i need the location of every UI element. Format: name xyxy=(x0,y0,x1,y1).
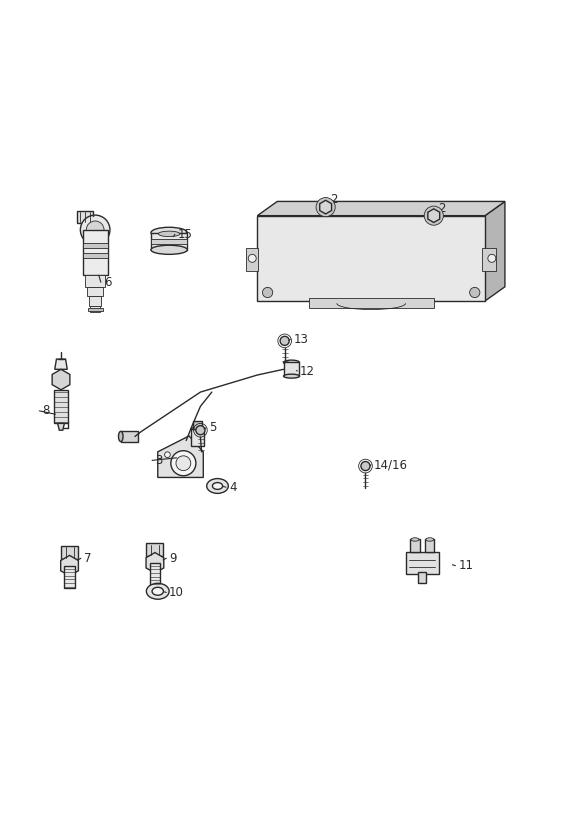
Bar xyxy=(54,390,68,424)
Text: 3: 3 xyxy=(155,454,162,467)
Text: 2: 2 xyxy=(330,193,338,206)
Ellipse shape xyxy=(152,588,163,595)
Polygon shape xyxy=(257,216,485,301)
Polygon shape xyxy=(58,424,65,430)
Circle shape xyxy=(86,221,104,239)
Bar xyxy=(87,287,103,297)
Circle shape xyxy=(176,456,191,471)
Text: 15: 15 xyxy=(178,228,192,241)
Polygon shape xyxy=(485,201,505,301)
Bar xyxy=(193,421,202,429)
Bar xyxy=(90,306,100,312)
Bar xyxy=(191,429,205,446)
Bar xyxy=(146,544,163,556)
Polygon shape xyxy=(319,200,332,214)
Circle shape xyxy=(80,215,110,245)
Bar xyxy=(482,248,496,271)
Text: 12: 12 xyxy=(300,364,315,377)
Polygon shape xyxy=(158,436,203,477)
Circle shape xyxy=(316,198,335,217)
Ellipse shape xyxy=(146,583,169,599)
Ellipse shape xyxy=(411,538,419,541)
Polygon shape xyxy=(428,208,440,222)
Ellipse shape xyxy=(182,441,191,448)
Ellipse shape xyxy=(207,479,229,494)
Circle shape xyxy=(171,451,196,475)
Text: 9: 9 xyxy=(169,552,177,564)
Ellipse shape xyxy=(426,538,434,541)
Bar xyxy=(151,232,187,250)
Text: 13: 13 xyxy=(293,333,308,345)
Bar xyxy=(65,565,75,588)
Text: 7: 7 xyxy=(84,552,92,564)
Polygon shape xyxy=(257,201,505,216)
Ellipse shape xyxy=(151,246,187,255)
Ellipse shape xyxy=(151,227,187,238)
Circle shape xyxy=(470,288,480,297)
Polygon shape xyxy=(146,553,164,573)
Text: 11: 11 xyxy=(458,559,473,572)
Text: 14/16: 14/16 xyxy=(374,458,408,471)
Bar xyxy=(83,243,108,247)
Bar xyxy=(419,573,426,583)
Text: 1: 1 xyxy=(397,290,404,303)
Circle shape xyxy=(196,426,205,435)
Text: 4: 4 xyxy=(229,480,236,494)
Text: 6: 6 xyxy=(104,276,111,288)
Ellipse shape xyxy=(283,374,300,378)
Ellipse shape xyxy=(191,428,205,431)
Circle shape xyxy=(424,206,443,225)
Text: 10: 10 xyxy=(169,586,184,599)
Polygon shape xyxy=(61,555,79,576)
Bar xyxy=(88,308,103,311)
Polygon shape xyxy=(55,359,67,369)
Bar xyxy=(150,563,160,586)
Bar xyxy=(425,540,434,552)
Circle shape xyxy=(361,461,370,471)
Ellipse shape xyxy=(118,431,123,442)
Text: 8: 8 xyxy=(42,405,50,418)
Bar xyxy=(61,546,78,559)
Circle shape xyxy=(164,452,170,457)
Bar xyxy=(151,239,187,244)
Bar xyxy=(89,297,101,306)
Circle shape xyxy=(248,255,256,262)
Bar xyxy=(308,297,434,308)
Polygon shape xyxy=(52,369,70,390)
Ellipse shape xyxy=(159,232,180,236)
Bar xyxy=(83,230,108,275)
Bar xyxy=(410,540,420,552)
Bar xyxy=(406,552,439,574)
Bar xyxy=(246,248,258,271)
Ellipse shape xyxy=(212,483,223,489)
Ellipse shape xyxy=(283,360,300,365)
Text: 5: 5 xyxy=(209,421,216,434)
Bar xyxy=(83,253,108,258)
Text: 2: 2 xyxy=(438,202,446,215)
Polygon shape xyxy=(121,431,138,442)
Circle shape xyxy=(280,336,289,345)
Bar xyxy=(283,363,300,376)
FancyBboxPatch shape xyxy=(77,211,93,223)
Circle shape xyxy=(262,288,273,297)
Circle shape xyxy=(488,255,496,262)
Bar xyxy=(85,275,106,287)
